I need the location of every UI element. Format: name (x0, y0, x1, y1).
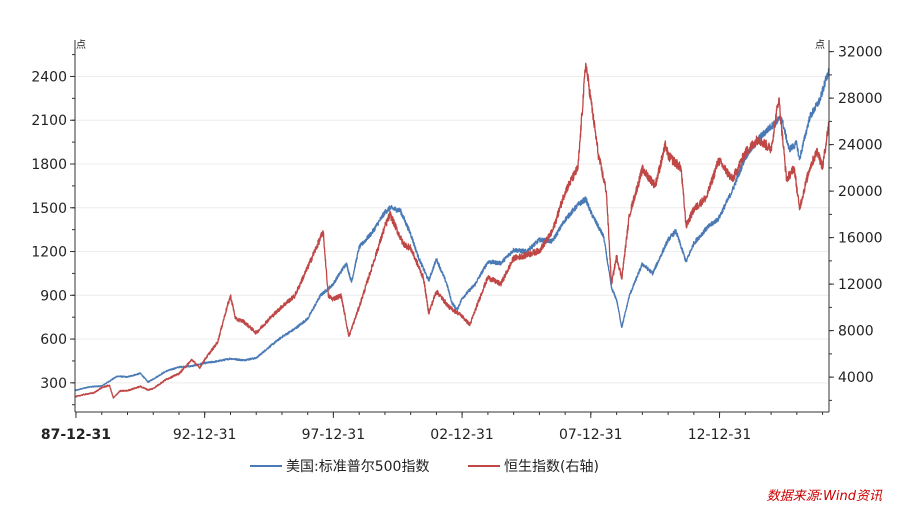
x-tick-label-5: 12-12-31 (688, 427, 752, 443)
left-axis-unit: 点 (76, 39, 86, 51)
legend-item-sp500-label: 美国:标准普尔500指数 (286, 459, 429, 475)
left-tick-label-7: 2400 (31, 69, 67, 85)
series-line-hang-seng (74, 62, 830, 399)
left-y-ticks: 300 600 900 1200 1500 1800 2100 2400 (31, 54, 75, 406)
legend-item-hang-seng-label: 恒生指数(右轴) (504, 459, 599, 475)
legend: 美国:标准普尔500指数 恒生指数(右轴) (250, 459, 599, 475)
right-y-ticks: 4000 8000 12000 16000 20000 24000 28000 32000 (829, 45, 883, 401)
data-source: 数据来源:Wind资讯 (767, 489, 883, 504)
series-line-sp500 (74, 68, 830, 392)
left-tick-label-5: 1800 (31, 157, 67, 173)
x-tick-label-1: 92-12-31 (173, 427, 237, 443)
x-tick-label-2: 97-12-31 (302, 427, 366, 443)
right-tick-label-6: 28000 (838, 91, 883, 107)
left-tick-label-4: 1500 (31, 201, 67, 217)
x-tick-label-4: 07-12-31 (559, 427, 623, 443)
left-tick-label-3: 1200 (31, 245, 67, 261)
right-tick-label-1: 8000 (838, 324, 874, 340)
right-tick-label-4: 20000 (838, 184, 883, 200)
right-tick-label-5: 24000 (838, 138, 883, 154)
axes (74, 40, 830, 413)
right-tick-label-7: 32000 (838, 45, 883, 61)
x-ticks: 87-12-31 92-12-31 97-12-31 02-12-31 07-12-31… (41, 412, 824, 443)
left-tick-label-1: 600 (40, 332, 67, 348)
series-lines (74, 62, 830, 399)
x-tick-label-0: 87-12-31 (41, 427, 111, 443)
x-tick-label-3: 02-12-31 (430, 427, 494, 443)
left-tick-label-0: 300 (40, 376, 67, 392)
grid-lines (75, 75, 829, 384)
right-tick-label-3: 16000 (838, 231, 883, 247)
right-tick-label-0: 4000 (838, 370, 874, 386)
left-tick-label-6: 2100 (31, 113, 67, 129)
left-tick-label-2: 900 (40, 288, 67, 304)
right-tick-label-2: 12000 (838, 277, 883, 293)
right-axis-unit: 点 (815, 39, 825, 51)
